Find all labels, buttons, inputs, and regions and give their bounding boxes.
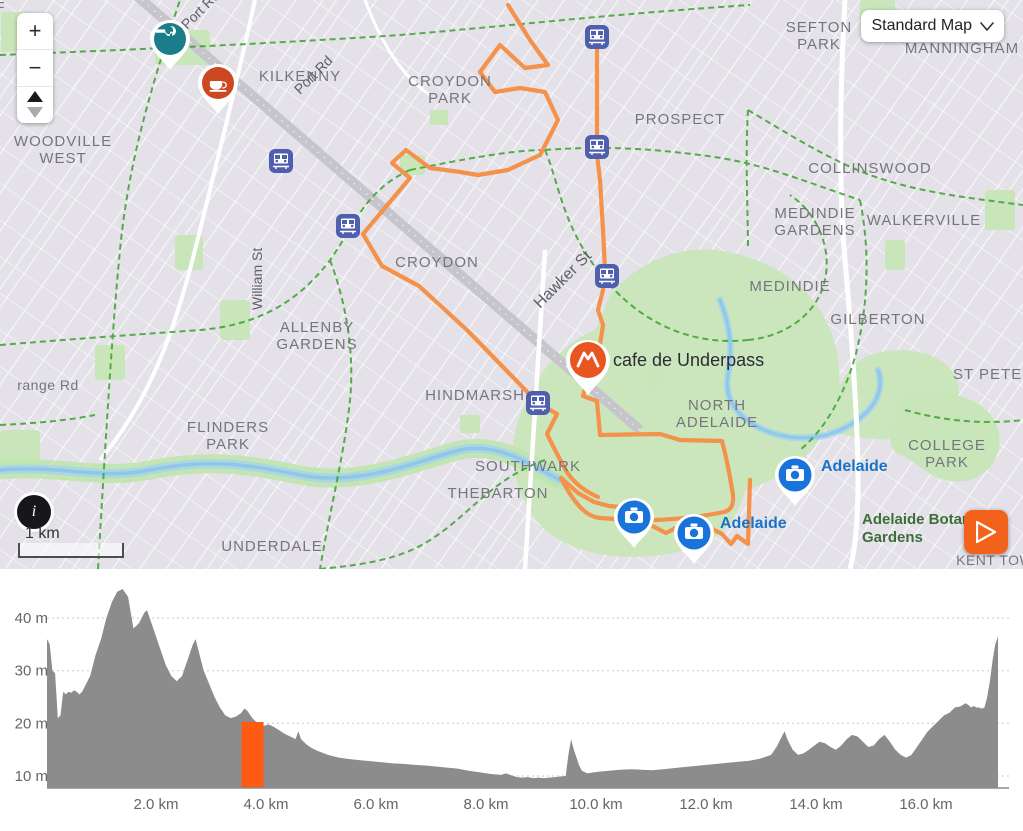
svg-text:COLLINSWOOD: COLLINSWOOD — [808, 160, 932, 177]
svg-text:6.0 km: 6.0 km — [353, 796, 398, 813]
svg-text:2.0 km: 2.0 km — [133, 796, 178, 813]
svg-text:MEDINDIE: MEDINDIE — [749, 278, 830, 295]
svg-text:ST PETERS: ST PETERS — [953, 366, 1023, 383]
svg-text:ADELAIDE: ADELAIDE — [676, 414, 758, 431]
svg-text:Adelaide: Adelaide — [720, 515, 787, 532]
svg-text:4.0 km: 4.0 km — [243, 796, 288, 813]
svg-text:12.0 km: 12.0 km — [679, 796, 732, 813]
svg-text:10.0 km: 10.0 km — [569, 796, 622, 813]
svg-text:COLLEGE: COLLEGE — [908, 437, 986, 454]
svg-text:GARDENS: GARDENS — [276, 336, 357, 353]
svg-text:CROYDON: CROYDON — [408, 73, 492, 90]
svg-text:16.0 km: 16.0 km — [899, 796, 952, 813]
svg-text:HINDMARSH: HINDMARSH — [425, 387, 525, 404]
svg-text:PARK: PARK — [206, 436, 250, 453]
svg-text:40 m: 40 m — [15, 610, 48, 627]
svg-text:THEBARTON: THEBARTON — [448, 485, 549, 502]
svg-text:GILBERTON: GILBERTON — [830, 311, 925, 328]
svg-text:8.0 km: 8.0 km — [463, 796, 508, 813]
svg-text:UNDERDALE: UNDERDALE — [221, 538, 323, 555]
svg-text:SEFTON: SEFTON — [786, 19, 853, 36]
svg-text:14.0 km: 14.0 km — [789, 796, 842, 813]
svg-text:PARK: PARK — [428, 90, 472, 107]
svg-text:WALKERVILLE: WALKERVILLE — [867, 212, 981, 229]
svg-text:BF: BF — [0, 0, 6, 16]
svg-text:GARDENS: GARDENS — [774, 222, 855, 239]
svg-text:WEST: WEST — [39, 150, 86, 167]
svg-text:MEDINDIE: MEDINDIE — [774, 205, 855, 222]
svg-text:NORTH: NORTH — [688, 397, 746, 414]
svg-text:WOODVILLE: WOODVILLE — [14, 133, 112, 150]
svg-text:20 m: 20 m — [15, 715, 48, 732]
svg-text:PROSPECT: PROSPECT — [635, 111, 726, 128]
svg-text:CROYDON: CROYDON — [395, 254, 479, 271]
svg-text:FLINDERS: FLINDERS — [187, 419, 269, 436]
svg-text:Gardens: Gardens — [862, 529, 923, 546]
svg-text:KENT TOWN: KENT TOWN — [956, 552, 1023, 568]
svg-text:PARK: PARK — [925, 454, 969, 471]
svg-text:ALLENBY: ALLENBY — [280, 319, 355, 336]
svg-text:Adelaide: Adelaide — [821, 458, 888, 475]
svg-text:SOUTHWARK: SOUTHWARK — [475, 458, 581, 475]
svg-text:William St: William St — [249, 248, 265, 310]
svg-text:30 m: 30 m — [15, 663, 48, 680]
svg-text:MANNINGHAM: MANNINGHAM — [905, 40, 1019, 57]
svg-text:10 m: 10 m — [15, 768, 48, 785]
svg-text:range Rd: range Rd — [17, 377, 79, 393]
svg-text:PARK: PARK — [797, 36, 841, 53]
svg-text:cafe de Underpass: cafe de Underpass — [613, 350, 764, 370]
